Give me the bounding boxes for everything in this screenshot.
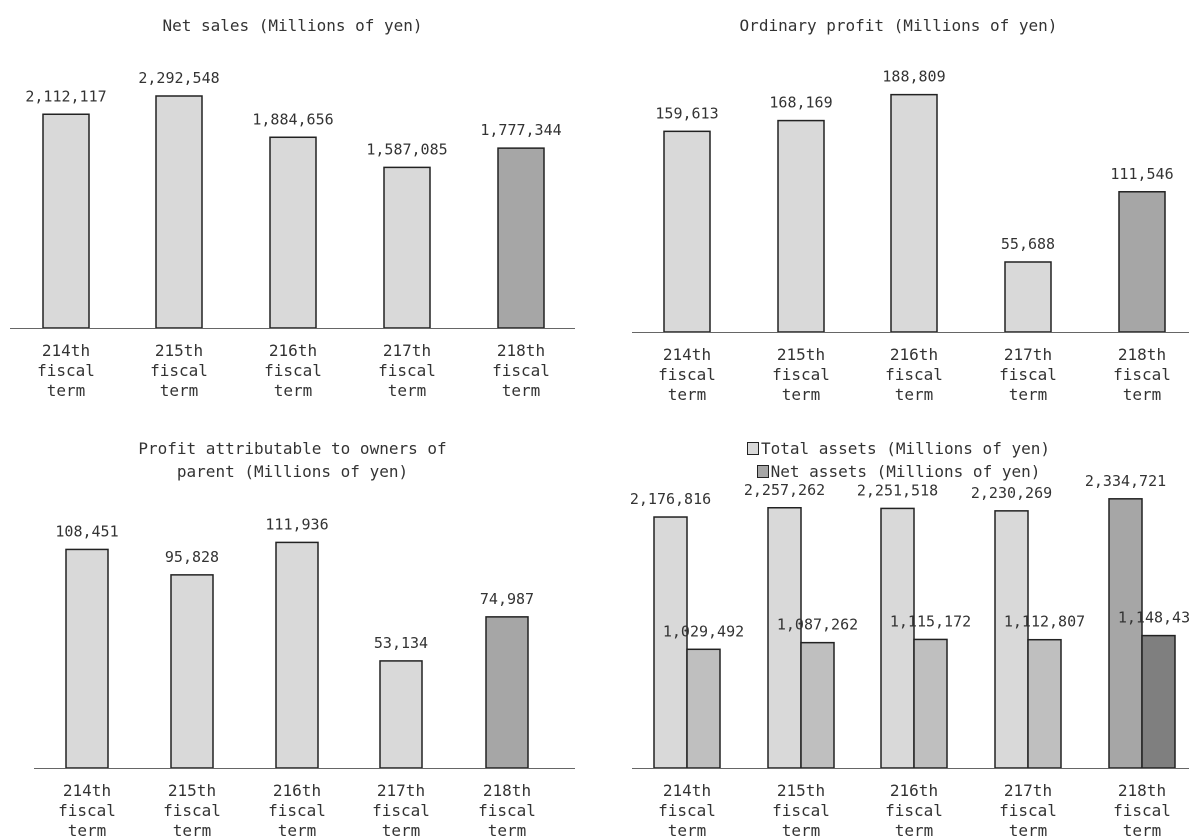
ordinary-profit-category-label-5: 218th fiscal term: [1113, 345, 1171, 404]
net-sales-chart: Net sales (Millions of yen) 2,112,117 2,2…: [0, 0, 585, 410]
ordinary-profit-value-label-3: 188,809: [882, 68, 945, 86]
net-sales-value-label-5: 1,777,344: [480, 121, 561, 139]
net-sales-bar-3: [269, 136, 317, 329]
assets-net-value-label-4: 1,112,807: [1004, 613, 1085, 631]
net-assets-swatch: [756, 465, 769, 478]
assets-net-value-label-3: 1,115,172: [890, 612, 971, 630]
legend-item-total-assets: Total assets (Millions of yen): [608, 437, 1189, 460]
net-sales-value-label-2: 2,292,548: [138, 69, 219, 87]
profit-attributable-bar-4: [379, 660, 423, 769]
assets-category-label-1: 214th fiscal term: [658, 781, 716, 837]
ordinary-profit-category-label-1: 214th fiscal term: [658, 345, 716, 404]
profit-attributable-plot: 108,451 95,828 111,936 53,134 74,987 214th fis…: [34, 515, 575, 837]
net-sales-category-label-1: 214th fiscal term: [37, 341, 95, 400]
assets-total-value-label-1: 2,176,816: [630, 490, 711, 508]
net-sales-value-label-3: 1,884,656: [252, 110, 333, 128]
net-sales-value-label-4: 1,587,085: [366, 140, 447, 158]
net-sales-category-label-2: 215th fiscal term: [150, 341, 208, 400]
profit-attributable-chart: Profit attributable to owners of parent …: [0, 420, 585, 837]
assets-category-label-4: 217th fiscal term: [999, 781, 1057, 837]
profit-attributable-category-label-4: 217th fiscal term: [372, 781, 430, 837]
ordinary-profit-category-label-3: 216th fiscal term: [885, 345, 943, 404]
assets-net-bar-4: [1027, 638, 1062, 769]
assets-total-value-label-4: 2,230,269: [971, 484, 1052, 502]
net-sales-category-label-4: 217th fiscal term: [378, 341, 436, 400]
ordinary-profit-category-label-2: 215th fiscal term: [772, 345, 830, 404]
legend-item-net-assets: Net assets (Millions of yen): [608, 460, 1189, 483]
profit-attributable-category-label-5: 218th fiscal term: [478, 781, 536, 837]
assets-net-bar-1: [686, 648, 721, 769]
assets-total-bar-3: [880, 507, 915, 769]
assets-total-value-label-2: 2,257,262: [744, 481, 825, 499]
net-sales-bar-4: [383, 166, 431, 329]
assets-category-label-2: 215th fiscal term: [772, 781, 830, 837]
net-sales-title: Net sales (Millions of yen): [162, 16, 423, 35]
assets-total-bar-4: [994, 510, 1029, 769]
net-sales-value-label-1: 2,112,117: [25, 87, 106, 105]
net-sales-bar-5: [497, 147, 545, 329]
profit-attributable-category-label-2: 215th fiscal term: [163, 781, 221, 837]
profit-attributable-value-label-3: 111,936: [265, 515, 328, 533]
profit-attributable-bar-2: [170, 574, 214, 769]
profit-attributable-title: Profit attributable to owners of parent …: [138, 439, 447, 481]
profit-attributable-bar-3: [275, 541, 319, 769]
assets-total-bar-5: [1108, 498, 1143, 769]
net-sales-plot: 2,112,117 2,292,548 1,884,656 1,587,085 1,77…: [10, 69, 575, 400]
profit-attributable-value-label-5: 74,987: [480, 590, 534, 608]
ordinary-profit-category-label-4: 217th fiscal term: [999, 345, 1057, 404]
net-sales-category-label-5: 218th fiscal term: [492, 341, 550, 400]
assets-plot: 2,176,816 2,257,262 2,251,518 2,230,269 2,33…: [630, 472, 1189, 837]
profit-attributable-value-label-1: 108,451: [55, 522, 118, 540]
profit-attributable-bar-5: [485, 616, 529, 769]
net-sales-category-label-3: 216th fiscal term: [264, 341, 322, 400]
profit-attributable-category-label-1: 214th fiscal term: [58, 781, 116, 837]
ordinary-profit-value-label-1: 159,613: [655, 104, 718, 122]
ordinary-profit-value-label-2: 168,169: [769, 94, 832, 112]
ordinary-profit-bar-3: [890, 93, 938, 333]
ordinary-profit-value-label-4: 55,688: [1001, 235, 1055, 253]
assets-chart: Total assets (Millions of yen) Net asset…: [608, 420, 1189, 837]
ordinary-profit-bar-2: [777, 119, 825, 333]
assets-legend: Total assets (Millions of yen) Net asset…: [608, 437, 1189, 483]
profit-attributable-bar-1: [65, 548, 109, 769]
profit-attributable-category-label-3: 216th fiscal term: [268, 781, 326, 837]
assets-total-bar-2: [767, 507, 802, 769]
legend-label-net-assets: Net assets (Millions of yen): [770, 462, 1041, 481]
ordinary-profit-bar-4: [1004, 261, 1052, 333]
net-sales-bar-2: [155, 95, 203, 329]
assets-category-label-3: 216th fiscal term: [885, 781, 943, 837]
ordinary-profit-chart: Ordinary profit (Millions of yen) 159,61…: [608, 0, 1189, 410]
ordinary-profit-title: Ordinary profit (Millions of yen): [739, 16, 1058, 35]
assets-total-value-label-5: 2,334,721: [1085, 472, 1166, 490]
assets-net-bar-3: [913, 638, 948, 769]
assets-net-value-label-1: 1,029,492: [663, 622, 744, 640]
assets-net-bar-5: [1141, 634, 1176, 769]
net-sales-bar-1: [42, 113, 90, 329]
legend-label-total-assets: Total assets (Millions of yen): [761, 439, 1050, 458]
total-assets-swatch: [747, 442, 759, 455]
assets-net-value-label-2: 1,087,262: [777, 616, 858, 634]
ordinary-profit-value-label-5: 111,546: [1110, 165, 1173, 183]
assets-net-bar-2: [800, 641, 835, 769]
profit-attributable-value-label-4: 53,134: [374, 634, 428, 652]
assets-total-value-label-3: 2,251,518: [857, 481, 938, 499]
ordinary-profit-plot: 159,613 168,169 188,809 55,688 111,546 214th f…: [632, 68, 1189, 404]
assets-category-label-5: 218th fiscal term: [1113, 781, 1171, 837]
ordinary-profit-bar-1: [663, 130, 711, 333]
assets-total-bar-1: [653, 516, 688, 769]
profit-attributable-value-label-2: 95,828: [165, 548, 219, 566]
assets-net-value-label-5: 1,148,433: [1118, 609, 1189, 627]
ordinary-profit-bar-5: [1118, 191, 1166, 333]
